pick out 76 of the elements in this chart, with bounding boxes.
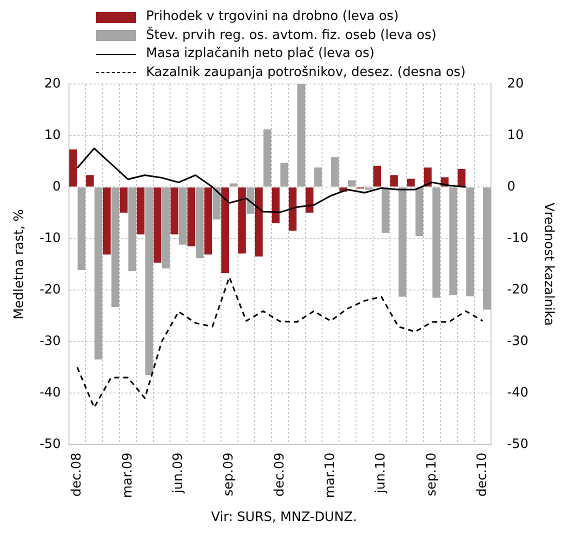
bar	[306, 188, 314, 213]
x-tick-label: mar.09	[120, 452, 136, 498]
bar	[69, 149, 77, 187]
y2-tick-label: -20	[507, 282, 528, 298]
legend-label: Prihodek v trgovini na drobno (leva os)	[146, 8, 399, 26]
y-tick-label: 0	[52, 179, 61, 194]
bar	[272, 188, 280, 224]
bar	[86, 175, 94, 187]
y2-tick-label: -10	[507, 230, 528, 246]
x-tick-label: dec.08	[70, 452, 85, 497]
bar	[187, 188, 196, 246]
bar	[128, 188, 136, 271]
x-tick-label: jun.10	[374, 452, 389, 494]
legend-label: Kazalnik zaupanja potrošnikov, desez. (desna os)	[146, 64, 466, 82]
bar	[483, 188, 491, 310]
bar	[297, 84, 305, 187]
legend-label: Masa izplačanih neto plač (leva os)	[146, 45, 374, 63]
bar	[136, 188, 145, 234]
legend-label: Štev. prvih reg. os. avtom. fiz. oseb (leva os)	[146, 26, 436, 44]
bar	[432, 188, 440, 298]
bar	[398, 188, 406, 297]
bar	[255, 188, 263, 257]
bar	[102, 188, 111, 254]
bar	[382, 188, 390, 233]
y-tick-label: -30	[40, 334, 61, 349]
bar	[288, 188, 297, 231]
x-tick-label: sep.10	[424, 452, 440, 496]
bar	[78, 188, 86, 270]
y-tick-label: 20	[44, 76, 61, 92]
bar	[111, 188, 120, 308]
bar	[178, 188, 187, 245]
y-tick-label: -40	[40, 385, 61, 400]
bar	[458, 168, 466, 187]
bar	[94, 188, 102, 360]
bar	[170, 188, 178, 234]
y-axis-title: Medletna rast, %	[12, 209, 28, 320]
y2-tick-label: 20	[507, 76, 524, 92]
y2-tick-label: -50	[507, 436, 528, 452]
bar	[162, 188, 170, 268]
bar	[415, 188, 424, 236]
bar	[154, 188, 162, 263]
y-tick-label: 10	[44, 128, 61, 143]
bar	[221, 188, 229, 274]
y2-tick-label: 10	[507, 128, 524, 143]
y2-tick-label: -30	[507, 334, 528, 349]
bar	[466, 188, 474, 296]
x-tick-label: dec.09	[272, 452, 288, 497]
bar	[390, 175, 398, 187]
text: Vir: SURS, MNZ-DUNZ.	[210, 510, 358, 525]
y-tick-label: -50	[40, 436, 61, 452]
x-tick-label: dec.10	[475, 452, 490, 497]
y-tick-label: -10	[40, 230, 61, 246]
bar	[212, 188, 221, 220]
x-tick-label: mar.10	[323, 452, 338, 498]
bar	[280, 162, 288, 187]
bar	[331, 157, 339, 187]
bar	[145, 188, 153, 376]
bar	[238, 188, 246, 254]
bar	[196, 188, 204, 258]
y2-tick-label: 0	[507, 179, 516, 194]
bar	[449, 188, 458, 296]
bar	[373, 166, 382, 187]
y2-axis-title: Vrednost kazalnika	[540, 202, 556, 326]
bar	[407, 178, 415, 187]
bar	[263, 129, 272, 187]
bar	[120, 188, 128, 213]
bar	[230, 183, 238, 187]
bar	[314, 167, 322, 187]
bar	[246, 188, 254, 214]
y-tick-label: -20	[40, 282, 61, 298]
y2-tick-label: -40	[507, 385, 528, 400]
bar	[348, 180, 356, 187]
x-tick-label: jun.09	[171, 452, 186, 494]
x-tick-label: sep.09	[222, 452, 237, 496]
line-series	[76, 276, 484, 408]
bar	[204, 188, 212, 254]
